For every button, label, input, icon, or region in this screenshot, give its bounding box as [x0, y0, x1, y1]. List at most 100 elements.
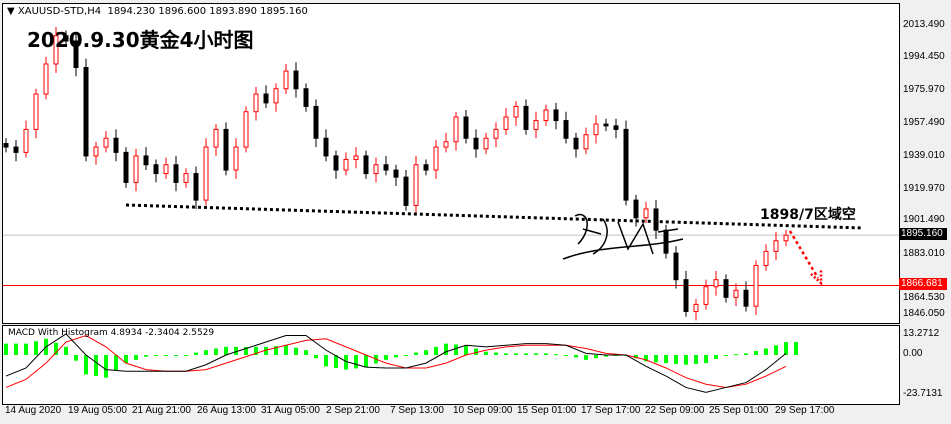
candle-body	[503, 116, 509, 130]
candle-body	[293, 70, 299, 90]
candle-body	[453, 116, 459, 143]
time-tick-label: 31 Aug 05:00	[261, 405, 320, 416]
candle-body	[563, 120, 569, 139]
candle-body	[373, 164, 379, 175]
histogram-bar	[734, 354, 738, 356]
candle-body	[483, 137, 489, 150]
time-tick-label: 15 Sep 01:00	[517, 405, 577, 416]
histogram-bar	[104, 355, 108, 378]
histogram-bar	[674, 355, 678, 364]
histogram-bar	[154, 355, 158, 356]
histogram-bar	[204, 350, 208, 355]
macd-layer	[4, 333, 798, 393]
histogram-bar	[234, 346, 238, 355]
histogram-bar	[264, 346, 268, 355]
histogram-bar	[394, 355, 398, 358]
histogram-bar	[404, 355, 408, 356]
histogram-bar	[444, 343, 448, 355]
candle-body	[63, 35, 69, 42]
histogram-bar	[544, 353, 548, 355]
candle-body	[113, 137, 119, 153]
histogram-bar	[384, 355, 388, 360]
down-arrow-line	[788, 230, 820, 279]
histogram-bar	[194, 352, 198, 355]
histogram-bar	[604, 355, 608, 357]
candle-body	[213, 128, 219, 148]
candle-body	[83, 67, 89, 157]
candle-body	[353, 155, 359, 160]
candle-body	[103, 137, 109, 148]
candle-body	[313, 105, 319, 139]
histogram-bar	[644, 355, 648, 362]
macd-panel[interactable]: MACD With Histogram 4.8934 -2.3404 2.552…	[2, 325, 900, 405]
macd-tick-label: 0.00	[903, 348, 923, 359]
histogram-bar	[574, 355, 578, 358]
histogram-bar	[774, 345, 778, 355]
histogram-bar	[354, 355, 358, 369]
histogram-bar	[494, 352, 498, 355]
candle-body	[323, 137, 329, 157]
candle-body	[393, 169, 399, 178]
histogram-bar	[314, 355, 318, 359]
histogram-bar	[244, 346, 248, 355]
candle-body	[243, 111, 249, 148]
time-tick-label: 7 Sep 13:00	[390, 405, 444, 416]
candle-body	[643, 208, 649, 219]
candle-body	[273, 88, 279, 104]
histogram-bar	[84, 355, 88, 375]
histogram-bar	[114, 355, 118, 371]
candle-body	[173, 164, 179, 183]
candle-body	[673, 252, 679, 281]
candles-layer	[3, 26, 899, 321]
histogram-bar	[464, 345, 468, 355]
candle-body	[603, 123, 609, 127]
candle-body	[733, 289, 739, 298]
candle-body	[183, 173, 189, 183]
histogram-bar	[594, 355, 598, 359]
candle-body	[723, 279, 729, 298]
candle-body	[783, 234, 789, 242]
histogram-bar	[144, 355, 148, 357]
price-tick-label: 2013.490	[903, 19, 945, 30]
histogram-bar	[764, 348, 768, 355]
candle-body	[93, 146, 99, 157]
level-price-tag: 1866.681	[899, 278, 947, 290]
candle-body	[423, 164, 429, 171]
ohlc-values: 1894.230 1896.600 1893.890 1895.160	[107, 6, 308, 17]
candle-body	[573, 137, 579, 150]
candle-body	[523, 105, 529, 130]
candle-body	[753, 265, 759, 307]
time-tick-label: 19 Aug 05:00	[68, 405, 127, 416]
collapse-triangle-icon[interactable]: ▼	[7, 6, 15, 17]
histogram-bar	[34, 341, 38, 355]
candle-body	[303, 88, 309, 107]
histogram-bar	[504, 353, 508, 355]
histogram-bar	[434, 346, 438, 355]
time-tick-label: 21 Aug 21:00	[132, 405, 191, 416]
histogram-bar	[14, 343, 18, 355]
price-tick-label: 1846.050	[903, 308, 945, 319]
histogram-bar	[304, 350, 308, 355]
candle-body	[253, 93, 259, 113]
signal-line	[5, 334, 787, 388]
candle-body	[623, 128, 629, 201]
symbol-label: XAUUSD-STD,H4	[17, 6, 102, 17]
candle-body	[713, 279, 719, 288]
histogram-bar	[254, 346, 258, 355]
histogram-bar	[324, 355, 328, 367]
histogram-bar	[124, 355, 128, 364]
arrow-head-icon	[810, 270, 823, 286]
price-chart[interactable]: ▼ XAUUSD-STD,H4 1894.230 1896.600 1893.8…	[2, 3, 900, 324]
candle-body	[633, 199, 639, 219]
histogram-bar	[754, 350, 758, 355]
histogram-bar	[174, 355, 178, 356]
time-tick-label: 2 Sep 21:00	[326, 405, 380, 416]
candle-body	[653, 208, 659, 231]
candle-body	[463, 116, 469, 139]
current-price-tag: 1895.160	[899, 228, 947, 240]
histogram-bar	[164, 355, 168, 356]
histogram-bar	[634, 355, 638, 359]
macd-line	[5, 333, 787, 393]
macd-legend: MACD With Histogram 4.8934 -2.3404 2.552…	[8, 328, 215, 338]
histogram-bar	[274, 346, 278, 355]
